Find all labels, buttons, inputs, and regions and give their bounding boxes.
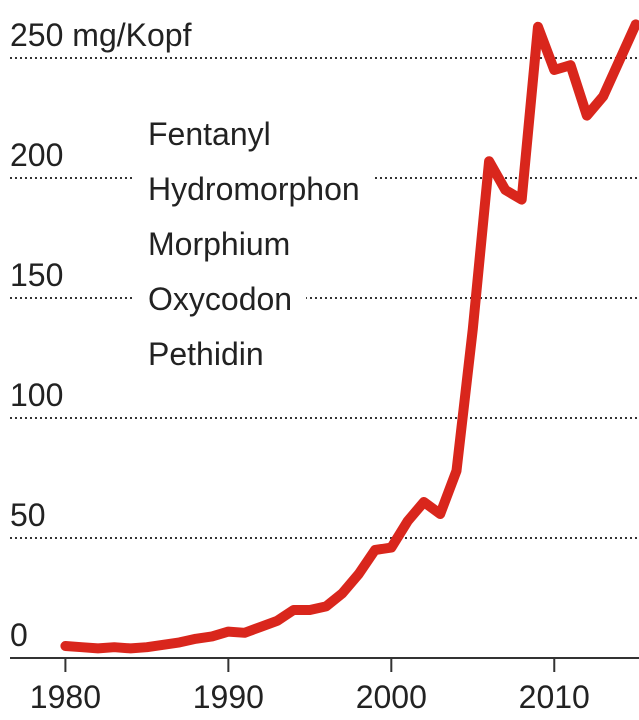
y-tick-label: 100: [10, 377, 63, 413]
annotation: Pethidin: [134, 336, 278, 372]
y-tick-label: 250 mg/Kopf: [10, 17, 192, 53]
x-tick-label: 1980: [30, 679, 101, 715]
grid: 0 50 100 150 200 250 mg/Kopf: [10, 17, 639, 659]
x-tick-label: 1990: [193, 679, 264, 715]
annotation-text: Pethidin: [148, 336, 264, 372]
annotation-bg: [134, 116, 285, 152]
y-tick-label: 150: [10, 257, 63, 293]
y-tick-label: 50: [10, 497, 46, 533]
annotation: Oxycodon: [134, 281, 307, 317]
annotation-bg: [134, 171, 374, 207]
annotation-text: Oxycodon: [148, 281, 292, 317]
annotation: Fentanyl: [134, 116, 285, 152]
annotation-bg: [134, 281, 307, 317]
y-tick-label: 200: [10, 137, 63, 173]
annotation: Morphium: [134, 226, 305, 262]
x-tick-label: 2010: [519, 679, 590, 715]
annotation-bg: [134, 226, 305, 262]
annotation-text: Hydromorphon: [148, 171, 360, 207]
x-tick-label: 2000: [356, 679, 427, 715]
annotation-text: Fentanyl: [148, 116, 271, 152]
annotation-text: Morphium: [148, 226, 290, 262]
annotation: Hydromorphon: [134, 171, 374, 207]
line: [60, 19, 639, 654]
y-tick-label: 0: [10, 617, 28, 653]
annotation-bg: [134, 336, 278, 372]
